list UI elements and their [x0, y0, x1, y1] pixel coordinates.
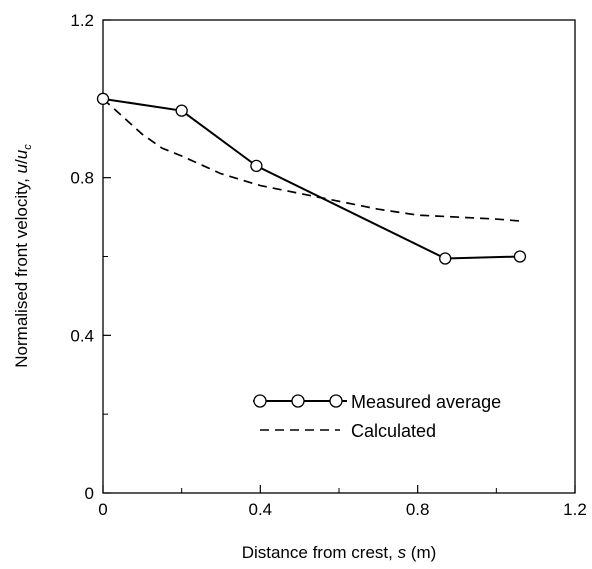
y-axis-title: Normalised front velocity, u/uc	[12, 144, 34, 368]
y-tick-label: 0	[85, 484, 94, 503]
x-axis-ticks: 0 0.4 0.8 1.2	[98, 485, 587, 519]
x-tick-label: 0.4	[249, 500, 273, 519]
series-measured-line	[102, 97, 520, 260]
y-tick-label: 1.2	[70, 11, 94, 30]
measured-point	[96, 92, 110, 105]
x-tick-label: 1.2	[563, 500, 587, 519]
measured-point	[439, 252, 452, 265]
series-calculated-line	[102, 98, 521, 222]
measured-point	[513, 250, 527, 263]
series-layer	[96, 92, 527, 265]
measured-point	[250, 159, 263, 172]
x-axis-title: Distance from crest, s (m)	[242, 543, 437, 562]
y-tick-label: 0.8	[70, 169, 94, 188]
legend: Measured average Calculated	[253, 392, 501, 441]
y-tick-label: 0.4	[70, 326, 94, 345]
legend-label-measured: Measured average	[351, 392, 501, 412]
x-tick-label: 0.8	[406, 500, 430, 519]
measured-point	[175, 104, 188, 117]
minor-ticks	[103, 98, 497, 493]
y-axis-ticks: 0 0.4 0.8 1.2	[70, 11, 111, 503]
legend-label-calculated: Calculated	[351, 421, 436, 441]
x-tick-label: 0	[98, 500, 107, 519]
legend-swatch-measured	[253, 394, 347, 408]
